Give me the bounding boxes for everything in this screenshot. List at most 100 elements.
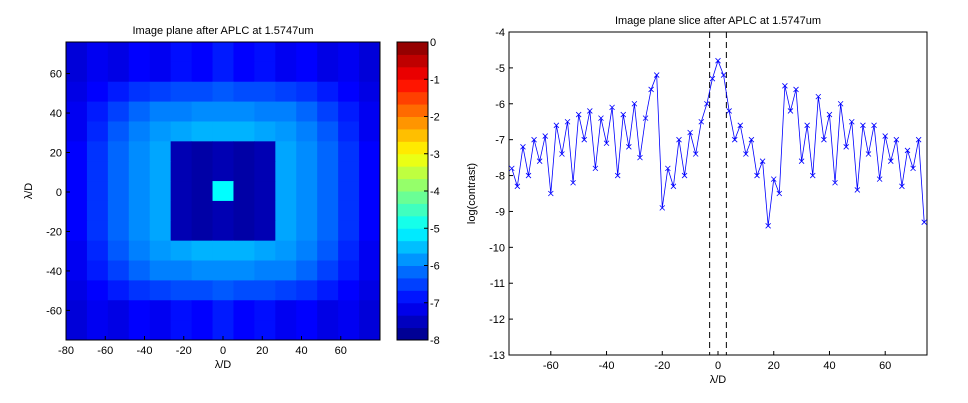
y-tick-label: -40 xyxy=(46,266,62,278)
heatmap-cell xyxy=(149,240,172,262)
data-marker xyxy=(915,136,922,143)
data-marker xyxy=(821,136,827,143)
heatmap-cell xyxy=(317,81,339,103)
heatmap-cell xyxy=(149,260,172,281)
x-axis-label: λ/D xyxy=(215,359,232,371)
heatmap-cell xyxy=(233,101,255,122)
heatmap-cell xyxy=(254,220,276,242)
x-tick-label: -80 xyxy=(58,345,74,357)
heatmap-cell xyxy=(191,101,214,122)
heatmap-cell xyxy=(275,81,297,103)
data-marker xyxy=(631,100,638,107)
data-marker xyxy=(709,75,716,82)
data-marker xyxy=(765,223,771,229)
data-marker xyxy=(548,190,554,197)
y-axis-label: λ/D xyxy=(23,183,35,200)
heatmap-cell xyxy=(254,161,276,182)
heatmap-cell xyxy=(317,220,339,242)
data-marker xyxy=(642,115,649,121)
heatmap-cell xyxy=(275,181,297,202)
data-marker xyxy=(587,108,593,114)
heatmap-cell xyxy=(359,161,381,182)
y-tick-label: -4 xyxy=(495,27,505,39)
colorbar-band xyxy=(397,277,428,291)
colorbar-band xyxy=(397,54,428,68)
heatmap-cell xyxy=(338,260,360,281)
heatmap-cell xyxy=(128,320,151,341)
data-marker xyxy=(598,115,604,121)
heatmap-cell xyxy=(107,181,130,202)
y-tick-label: -6 xyxy=(495,99,505,111)
heatmap-cell xyxy=(317,141,339,162)
heatmap-cell xyxy=(359,240,381,262)
y-tick-label: -13 xyxy=(489,350,505,362)
x-tick-label: -40 xyxy=(599,360,615,372)
heatmap-cell xyxy=(128,121,151,142)
colorbar-tick-label: -1 xyxy=(430,74,440,86)
heatmap-cell xyxy=(66,141,88,162)
colorbar-band xyxy=(397,228,428,242)
heatmap-cell xyxy=(86,181,109,202)
data-marker xyxy=(659,205,666,211)
heatmap-cell xyxy=(107,81,130,103)
heatmap-cell xyxy=(170,200,193,222)
heatmap-cell xyxy=(275,200,297,222)
data-marker xyxy=(871,122,877,129)
heatmap-cell xyxy=(86,61,109,83)
heatmap-cell xyxy=(338,61,360,83)
heatmap-cell xyxy=(338,280,360,301)
data-marker xyxy=(648,86,654,93)
data-marker xyxy=(564,118,571,125)
colorbar-tick-label: -6 xyxy=(430,261,440,273)
data-marker xyxy=(542,133,549,139)
heatmap-cell xyxy=(128,141,151,162)
colorbar-band xyxy=(397,265,428,279)
heatmap-cell xyxy=(149,220,172,242)
heatmap-cell xyxy=(170,320,193,341)
heatmap-cell xyxy=(338,101,360,122)
heatmap-cell xyxy=(338,42,360,63)
heatmap-cell xyxy=(233,240,255,262)
data-marker xyxy=(592,165,599,172)
chart-title: Image plane after APLC at 1.5747um xyxy=(132,25,313,37)
data-marker xyxy=(837,100,844,107)
heatmap-cell xyxy=(254,300,276,321)
heatmap-cell xyxy=(254,42,276,63)
heatmap-cell xyxy=(359,200,381,222)
heatmap-cell xyxy=(275,220,297,242)
heatmap-cell xyxy=(233,161,255,182)
colorbar-band xyxy=(397,128,428,142)
y-tick-label: -10 xyxy=(489,242,505,254)
heatmap-cell xyxy=(338,240,360,262)
x-axis-label: λ/D xyxy=(710,374,727,386)
heatmap-cell xyxy=(66,320,88,341)
heatmap-cell xyxy=(296,61,318,83)
data-marker xyxy=(860,122,866,129)
colorbar-band xyxy=(397,215,428,229)
data-marker xyxy=(776,190,783,197)
heatmap-cell xyxy=(66,42,88,63)
data-marker xyxy=(553,122,560,129)
heatmap-cell xyxy=(107,141,130,162)
heatmap-cell xyxy=(317,300,339,321)
data-marker xyxy=(525,172,532,179)
heatmap-cell xyxy=(149,200,172,222)
heatmap-cell xyxy=(66,240,88,262)
heatmap-cell xyxy=(359,181,381,202)
heatmap-cell xyxy=(254,101,276,122)
heatmap-cell xyxy=(170,101,193,122)
heatmap-cell xyxy=(296,81,318,103)
data-marker xyxy=(609,104,615,111)
heatmap-cell xyxy=(359,101,381,122)
heatmap-cell xyxy=(338,81,360,103)
heatmap-cell xyxy=(212,121,234,142)
heatmap-cell xyxy=(317,200,339,222)
heatmap-cell xyxy=(254,141,276,162)
data-marker xyxy=(726,108,732,114)
data-marker xyxy=(782,83,788,89)
heatmap-cell xyxy=(317,240,339,262)
data-marker xyxy=(581,136,588,143)
heatmap-cell xyxy=(149,300,172,321)
heatmap-cell xyxy=(296,42,318,63)
